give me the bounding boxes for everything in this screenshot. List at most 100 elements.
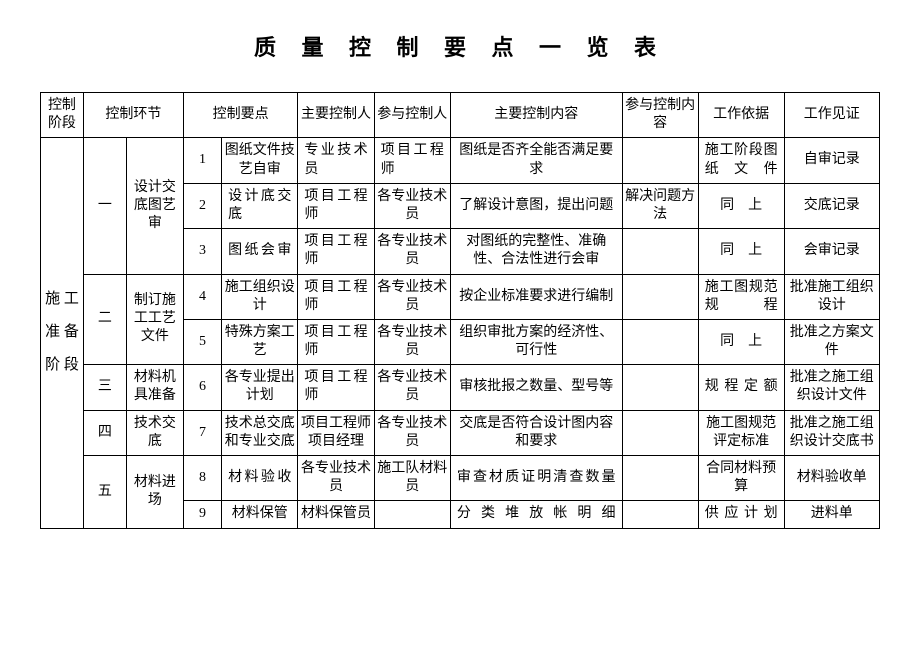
part-person-cell: [374, 501, 450, 528]
basis-cell: 同 上: [698, 319, 784, 364]
part-person-cell: 施工队材料员: [374, 456, 450, 501]
num-cell: 6: [183, 365, 221, 410]
part-content-cell: [622, 501, 698, 528]
main-person-cell: 项目工程师: [298, 274, 374, 319]
num-cell: 2: [183, 183, 221, 228]
evidence-cell: 自审记录: [784, 138, 879, 183]
part-person-cell: 项目工程师: [374, 138, 450, 183]
main-person-cell: 项目工程师项目经理: [298, 410, 374, 455]
num-cell: 9: [183, 501, 221, 528]
evidence-cell: 交底记录: [784, 183, 879, 228]
basis-cell: 规程定额: [698, 365, 784, 410]
basis-cell: 同 上: [698, 183, 784, 228]
order-cell: 五: [83, 456, 126, 529]
table-row: 施 工 准 备 阶 段 一 设计交底图艺审 1 图纸文件技艺自审 专业技术员 项…: [41, 138, 880, 183]
main-person-cell: 项目工程师: [298, 229, 374, 274]
content-cell: 对图纸的完整性、准确性、合法性进行会审: [450, 229, 622, 274]
part-content-cell: 解决问题方法: [622, 183, 698, 228]
main-person-cell: 各专业技术员: [298, 456, 374, 501]
part-content-cell: [622, 138, 698, 183]
stage-cell: 施 工 准 备 阶 段: [41, 138, 84, 528]
evidence-cell: 批准之施工组织设计交底书: [784, 410, 879, 455]
evidence-cell: 会审记录: [784, 229, 879, 274]
point-cell: 图纸文件技艺自审: [222, 138, 298, 183]
evidence-cell: 批准之方案文件: [784, 319, 879, 364]
basis-cell: 供应计划: [698, 501, 784, 528]
h-stage: 控制阶段: [41, 93, 84, 138]
h-link: 控制环节: [83, 93, 183, 138]
basis-cell: 同 上: [698, 229, 784, 274]
content-cell: 分类堆放帐明细: [450, 501, 622, 528]
evidence-cell: 批准施工组织设计: [784, 274, 879, 319]
part-content-cell: [622, 319, 698, 364]
table-row: 四 技术交底 7 技术总交底和专业交底 项目工程师项目经理 各专业技术员 交底是…: [41, 410, 880, 455]
h-point: 控制要点: [183, 93, 297, 138]
part-person-cell: 各专业技术员: [374, 229, 450, 274]
page-title: 质 量 控 制 要 点 一 览 表: [40, 30, 880, 62]
part-person-cell: 各专业技术员: [374, 274, 450, 319]
num-cell: 7: [183, 410, 221, 455]
order-cell: 三: [83, 365, 126, 410]
main-person-cell: 项目工程师: [298, 365, 374, 410]
order-cell: 一: [83, 138, 126, 274]
main-person-cell: 材料保管员: [298, 501, 374, 528]
content-cell: 按企业标准要求进行编制: [450, 274, 622, 319]
table-row: 二 制订施工工艺文件 4 施工组织设计 项目工程师 各专业技术员 按企业标准要求…: [41, 274, 880, 319]
point-cell: 材料保管: [222, 501, 298, 528]
link-cell: 设计交底图艺审: [126, 138, 183, 274]
evidence-cell: 进料单: [784, 501, 879, 528]
link-cell: 制订施工工艺文件: [126, 274, 183, 365]
content-cell: 审核批报之数量、型号等: [450, 365, 622, 410]
link-cell: 材料机具准备: [126, 365, 183, 410]
basis-cell: 施工阶段图纸文件: [698, 138, 784, 183]
num-cell: 3: [183, 229, 221, 274]
point-cell: 图纸会审: [222, 229, 298, 274]
point-cell: 各专业提出计划: [222, 365, 298, 410]
point-cell: 设计底交底: [222, 183, 298, 228]
part-person-cell: 各专业技术员: [374, 365, 450, 410]
h-main-content: 主要控制内容: [450, 93, 622, 138]
h-basis: 工作依据: [698, 93, 784, 138]
order-cell: 四: [83, 410, 126, 455]
part-content-cell: [622, 410, 698, 455]
main-person-cell: 项目工程师: [298, 183, 374, 228]
part-person-cell: 各专业技术员: [374, 319, 450, 364]
part-person-cell: 各专业技术员: [374, 410, 450, 455]
main-person-cell: 项目工程师: [298, 319, 374, 364]
table-row: 三 材料机具准备 6 各专业提出计划 项目工程师 各专业技术员 审核批报之数量、…: [41, 365, 880, 410]
point-cell: 技术总交底和专业交底: [222, 410, 298, 455]
point-cell: 特殊方案工艺: [222, 319, 298, 364]
basis-cell: 施工图规范规程: [698, 274, 784, 319]
content-cell: 了解设计意图，提出问题: [450, 183, 622, 228]
h-part-person: 参与控制人: [374, 93, 450, 138]
part-content-cell: [622, 456, 698, 501]
point-cell: 材料验收: [222, 456, 298, 501]
part-content-cell: [622, 229, 698, 274]
order-cell: 二: [83, 274, 126, 365]
content-cell: 审查材质证明清查数量: [450, 456, 622, 501]
h-evidence: 工作见证: [784, 93, 879, 138]
content-cell: 交底是否符合设计图内容和要求: [450, 410, 622, 455]
table-row: 五 材料进场 8 材料验收 各专业技术员 施工队材料员 审查材质证明清查数量 合…: [41, 456, 880, 501]
main-person-cell: 专业技术员: [298, 138, 374, 183]
part-person-cell: 各专业技术员: [374, 183, 450, 228]
link-cell: 材料进场: [126, 456, 183, 529]
h-main-person: 主要控制人: [298, 93, 374, 138]
content-cell: 组织审批方案的经济性、可行性: [450, 319, 622, 364]
quality-control-table: 控制阶段 控制环节 控制要点 主要控制人 参与控制人 主要控制内容 参与控制内容…: [40, 92, 880, 529]
evidence-cell: 批准之施工组织设计文件: [784, 365, 879, 410]
header-row: 控制阶段 控制环节 控制要点 主要控制人 参与控制人 主要控制内容 参与控制内容…: [41, 93, 880, 138]
content-cell: 图纸是否齐全能否满足要求: [450, 138, 622, 183]
basis-cell: 合同材料预算: [698, 456, 784, 501]
basis-cell: 施工图规范评定标准: [698, 410, 784, 455]
evidence-cell: 材料验收单: [784, 456, 879, 501]
part-content-cell: [622, 274, 698, 319]
num-cell: 5: [183, 319, 221, 364]
num-cell: 8: [183, 456, 221, 501]
num-cell: 1: [183, 138, 221, 183]
h-part-content: 参与控制内容: [622, 93, 698, 138]
num-cell: 4: [183, 274, 221, 319]
part-content-cell: [622, 365, 698, 410]
link-cell: 技术交底: [126, 410, 183, 455]
point-cell: 施工组织设计: [222, 274, 298, 319]
